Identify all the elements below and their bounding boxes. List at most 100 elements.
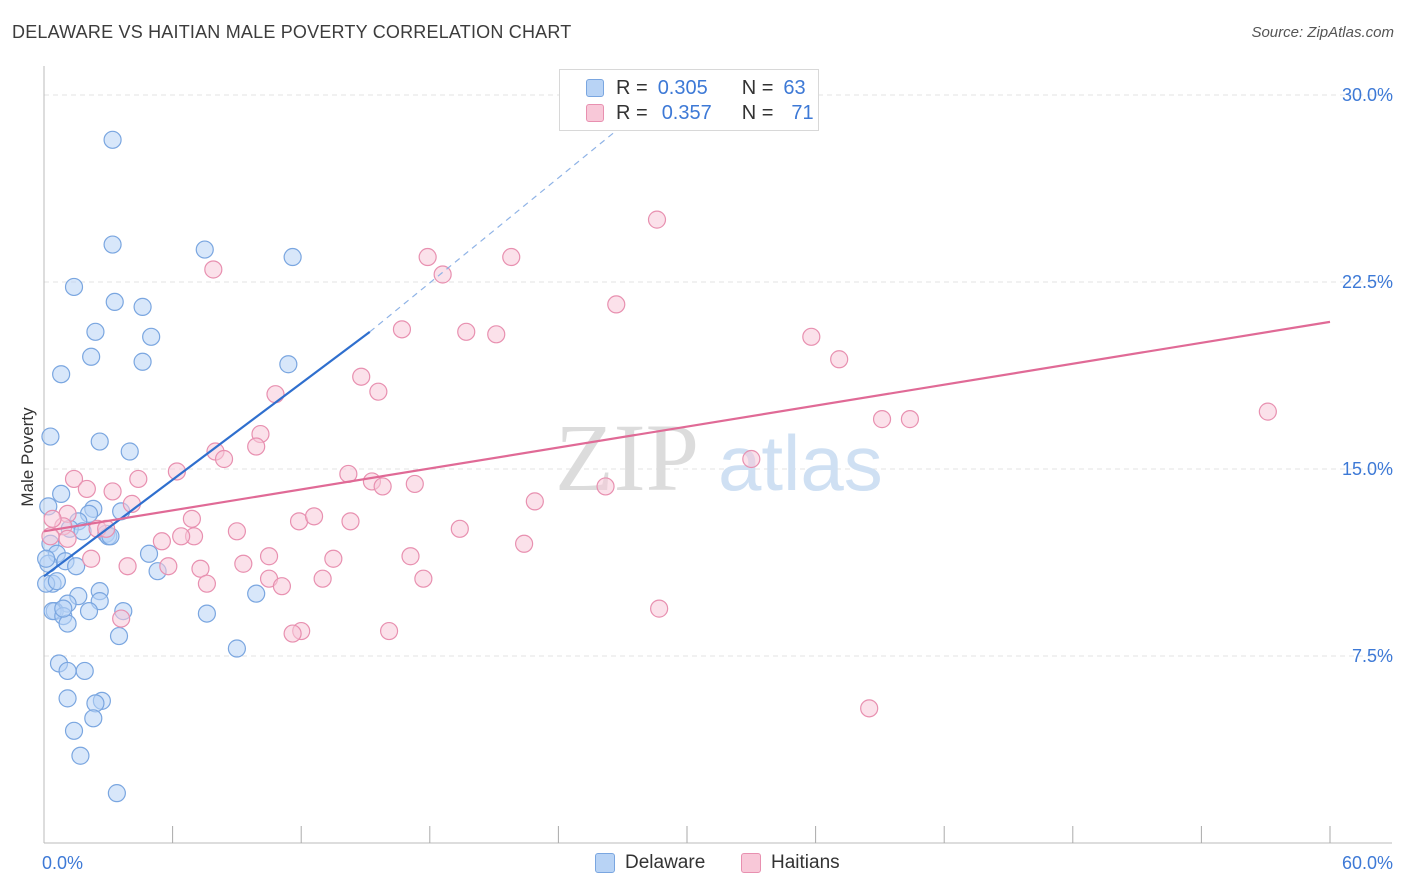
haitians-point <box>650 599 669 618</box>
y-axis-label: Male Poverty <box>18 407 37 507</box>
haitians-point <box>352 367 371 386</box>
legend-r-label: R = <box>616 76 648 99</box>
y-tick-label: 15.0% <box>1342 459 1393 479</box>
delaware-point <box>52 365 71 384</box>
haitians-point <box>1258 402 1277 421</box>
haitians-point <box>227 522 246 541</box>
haitians-legend-label: Haitians <box>771 852 840 873</box>
haitians-point <box>204 260 223 279</box>
delaware-point <box>71 746 90 765</box>
haitians-point <box>414 569 433 588</box>
haitians-point <box>401 547 420 566</box>
haitians-point <box>266 385 285 404</box>
haitians-point <box>392 320 412 339</box>
legend-item-delaware[interactable]: Delaware <box>595 852 705 874</box>
haitians-point <box>197 574 216 593</box>
delaware-point <box>86 322 105 341</box>
delaware-point <box>195 240 214 259</box>
delaware-point <box>64 721 84 740</box>
haitians-point <box>860 699 879 718</box>
delaware-point <box>139 544 159 563</box>
haitians-point <box>802 327 821 346</box>
trend-lines <box>43 114 1331 578</box>
haitians-point <box>43 509 62 528</box>
haitians-point <box>487 325 506 344</box>
tick-labels: 7.5% 15.0% 22.5% 30.0% 0.0% 60.0% <box>42 85 1393 873</box>
x-tick-label: 0.0% <box>42 853 83 873</box>
haitians-point <box>900 410 920 429</box>
series-legend: Delaware Haitians <box>0 852 1406 876</box>
delaware-points <box>37 130 302 803</box>
delaware-point <box>90 432 109 451</box>
delaware-point <box>279 355 298 374</box>
legend-item-haitians[interactable]: Haitians <box>741 852 840 874</box>
haitians-trend-line <box>43 320 1331 533</box>
watermark-zip: ZIP <box>555 404 699 511</box>
chart-title: DELAWARE VS HAITIAN MALE POVERTY CORRELA… <box>12 22 572 42</box>
delaware-point <box>82 347 101 366</box>
delaware-point <box>283 247 302 267</box>
delaware-swatch <box>586 79 604 97</box>
haitians-point <box>58 529 77 548</box>
delaware-point <box>86 694 105 713</box>
delaware-point <box>58 614 77 633</box>
haitians-n-value: 71 <box>791 101 814 124</box>
y-tick-label: 22.5% <box>1342 272 1393 292</box>
legend-n-label: N = <box>741 76 774 99</box>
delaware-point <box>84 709 103 728</box>
haitians-point <box>152 532 171 551</box>
delaware-point <box>58 661 77 681</box>
haitians-point <box>214 449 234 469</box>
delaware-point <box>247 584 266 603</box>
haitians-points <box>41 110 1277 718</box>
y-tick-label: 7.5% <box>1352 646 1393 666</box>
x-tick-label: 60.0% <box>1342 853 1393 873</box>
haitians-point <box>418 247 437 267</box>
haitians-point <box>502 247 521 267</box>
haitians-point <box>647 210 667 229</box>
haitians-point <box>525 492 544 511</box>
haitians-point <box>234 554 253 573</box>
haitians-point <box>159 557 178 576</box>
delaware-point <box>103 130 122 149</box>
haitians-point <box>369 382 388 401</box>
haitians-point <box>324 549 343 568</box>
delaware-n-value: 63 <box>783 76 806 99</box>
axes <box>43 66 1392 844</box>
delaware-point <box>120 442 139 461</box>
haitians-point <box>313 569 332 588</box>
haitians-point <box>304 507 324 526</box>
haitians-point <box>373 477 392 496</box>
haitians-point <box>830 350 849 369</box>
haitians-point <box>607 295 626 314</box>
watermark-atlas: atlas <box>718 419 883 507</box>
haitians-point <box>129 469 148 489</box>
haitians-point <box>118 557 137 576</box>
haitians-point <box>112 609 131 628</box>
haitians-point <box>272 577 292 596</box>
haitians-point <box>405 474 424 494</box>
haitians-point <box>450 519 469 538</box>
delaware-point <box>107 784 126 803</box>
delaware-point <box>133 352 152 371</box>
delaware-point <box>105 292 124 312</box>
delaware-r-value: 0.305 <box>657 76 708 99</box>
haitians-legend-swatch <box>741 853 761 873</box>
delaware-point <box>64 277 84 297</box>
delaware-point <box>75 661 94 681</box>
haitians-point <box>596 477 615 496</box>
haitians-point <box>247 437 266 456</box>
haitians-point <box>515 534 534 553</box>
haitians-point <box>259 547 279 566</box>
haitians-point <box>742 449 761 469</box>
haitians-point <box>172 527 191 546</box>
haitians-point <box>433 265 452 284</box>
delaware-point <box>47 572 66 591</box>
source-credit: Source: ZipAtlas.com <box>1251 24 1394 41</box>
haitians-point <box>283 624 302 643</box>
haitians-point <box>191 559 210 578</box>
y-tick-label: 30.0% <box>1342 85 1393 105</box>
delaware-point <box>58 689 77 708</box>
delaware-point <box>54 599 73 618</box>
